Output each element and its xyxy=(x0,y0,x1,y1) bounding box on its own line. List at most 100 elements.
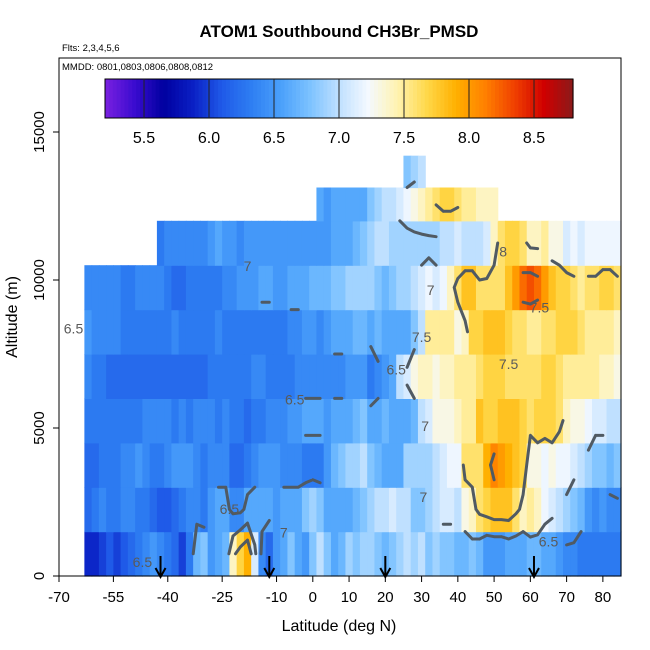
heatmap-cell xyxy=(185,354,194,399)
heatmap-cell xyxy=(570,354,579,399)
heatmap-cell xyxy=(454,354,463,399)
colorbar-segment xyxy=(389,79,395,118)
heatmap-cell xyxy=(178,354,187,399)
contour-label: 6.5 xyxy=(386,362,406,378)
heatmap-cell xyxy=(272,531,281,577)
heatmap-cell xyxy=(98,398,107,444)
heatmap-cell xyxy=(200,220,209,266)
heatmap-cell xyxy=(98,265,107,311)
heatmap-cell xyxy=(512,531,521,577)
heatmap-cell xyxy=(425,220,434,266)
heatmap-cell xyxy=(454,187,463,222)
heatmap-cell xyxy=(497,398,506,444)
colorbar-segment xyxy=(374,79,379,118)
heatmap-cell xyxy=(570,398,579,444)
heatmap-cell xyxy=(425,354,434,399)
heatmap-cell xyxy=(417,398,426,444)
colorbar-segment xyxy=(300,79,305,118)
colorbar-segment xyxy=(518,79,523,118)
heatmap-cell xyxy=(454,442,463,488)
heatmap-cell xyxy=(519,220,528,266)
heatmap-cell xyxy=(461,187,470,222)
heatmap-cell xyxy=(570,531,579,577)
arrow-head xyxy=(263,567,276,580)
heatmap-cell xyxy=(214,487,223,533)
heatmap-cell xyxy=(504,398,513,444)
heatmap-cell xyxy=(606,487,615,533)
heatmap-cell xyxy=(417,155,426,189)
heatmap-cell xyxy=(548,265,557,311)
heatmap-cell xyxy=(432,265,441,311)
colorbar: 5.5 6.0 6.5 7.0 7.5 8.0 8.5 xyxy=(104,78,574,147)
heatmap-cell xyxy=(570,487,579,533)
heatmap-cell xyxy=(367,487,376,533)
colorbar-segment xyxy=(366,79,371,118)
colorbar-segment xyxy=(272,79,278,118)
heatmap-cell xyxy=(562,531,571,577)
heatmap-cell xyxy=(164,531,172,577)
colorbar-segment xyxy=(136,79,141,118)
heatmap-cell xyxy=(229,442,238,488)
heatmap-cell xyxy=(280,265,289,311)
heatmap-cell xyxy=(381,354,390,399)
heatmap-cell xyxy=(120,487,129,533)
colorbar-segment xyxy=(475,79,480,118)
heatmap-cell xyxy=(388,354,397,399)
contour-label: 6.5 xyxy=(64,320,84,336)
heatmap-cell xyxy=(280,309,289,355)
heatmap-cell xyxy=(475,531,484,577)
plot-frame xyxy=(58,57,622,577)
heatmap-cell xyxy=(171,309,180,355)
heatmap-cell xyxy=(439,531,448,577)
contour-line xyxy=(234,203,619,556)
heatmap-cell xyxy=(345,354,354,399)
heatmap-cell xyxy=(301,442,310,488)
heatmap-cell xyxy=(606,220,615,266)
heatmap-cell xyxy=(258,398,267,444)
heatmap-cell xyxy=(193,354,201,399)
heatmap-cell xyxy=(533,265,542,311)
heatmap-cell xyxy=(287,442,296,488)
heatmap-cell xyxy=(323,487,332,533)
heatmap-cell xyxy=(106,531,114,577)
colorbar-tick-label: 7.5 xyxy=(393,130,415,147)
heatmap-cell xyxy=(497,531,506,577)
heatmap-cell xyxy=(584,354,593,399)
heatmap-cell xyxy=(359,265,368,311)
heatmap-cell xyxy=(265,398,274,444)
heatmap-cell xyxy=(193,398,201,444)
heatmap-cell xyxy=(156,398,165,444)
heatmap-cell xyxy=(135,309,143,355)
heatmap-cell xyxy=(352,309,361,355)
heatmap-cell xyxy=(388,187,397,222)
heatmap-cell xyxy=(454,265,463,311)
heatmap-cell xyxy=(381,398,390,444)
heatmap-cell xyxy=(577,265,586,311)
heatmap-cell xyxy=(454,531,463,577)
heatmap-cell xyxy=(156,442,165,488)
heatmap-cell xyxy=(164,354,172,399)
heatmap-cell xyxy=(84,309,93,355)
heatmap-cell xyxy=(243,442,252,488)
colorbar-segment xyxy=(167,79,172,118)
y-tick-label: 0 xyxy=(31,572,48,580)
heatmap-cell xyxy=(178,531,187,577)
heatmap-cell xyxy=(113,354,122,399)
colorbar-segment xyxy=(280,79,285,118)
heatmap-cell xyxy=(526,531,535,577)
heatmap-cell xyxy=(287,487,296,533)
colorbar-segment xyxy=(436,79,441,118)
heatmap-cell xyxy=(577,442,586,488)
heatmap-cell xyxy=(446,354,455,399)
heatmap-cell xyxy=(127,309,136,355)
heatmap-cell xyxy=(396,398,405,444)
heatmap-cell xyxy=(367,265,376,311)
heatmap-cell xyxy=(396,442,405,488)
colorbar-segment xyxy=(483,79,488,118)
heatmap-cell xyxy=(613,442,622,488)
heatmap-cell xyxy=(432,487,441,533)
colorbar-segment xyxy=(159,79,165,118)
heatmap-cell xyxy=(309,220,318,266)
heatmap-cell xyxy=(258,265,267,311)
